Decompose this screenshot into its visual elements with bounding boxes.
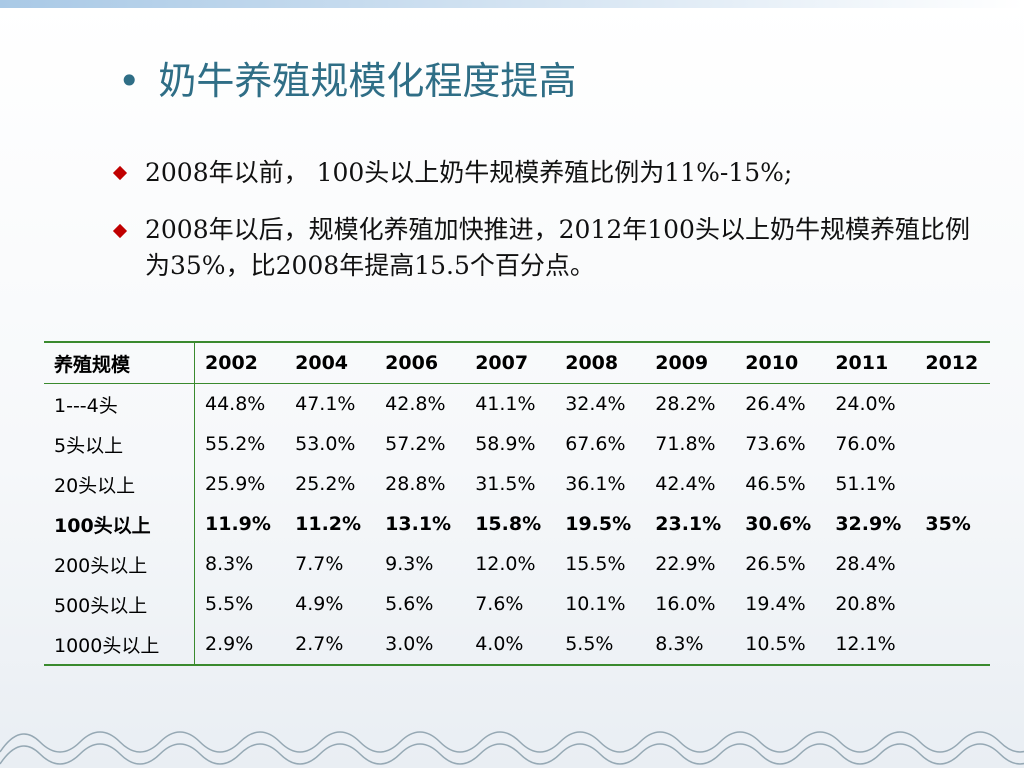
table-cell: 53.0%: [295, 433, 356, 455]
table-cell: 31.5%: [475, 473, 536, 495]
table-cell: 25.9%: [205, 473, 266, 495]
table-cell: 200头以上: [44, 544, 195, 584]
table-cell: 28.8%: [385, 473, 446, 495]
table-cell: 8.3%: [645, 624, 736, 666]
bullet-marker: [112, 165, 128, 181]
table-cell: 2012: [915, 341, 990, 384]
table-cell: 28.4%: [835, 553, 896, 575]
table-cell: 23.1%: [655, 513, 722, 535]
table-cell: 5.5%: [555, 624, 646, 666]
bullet-text: 2008年以后，规模化养殖加快推进，2012年100头以上奶牛规模养殖比例为35…: [145, 215, 970, 280]
table-cell: 51.1%: [835, 473, 896, 495]
table-cell: 5.6%: [385, 593, 434, 615]
table-row: 5头以上 55.2% 53.0% 57.2% 58.9% 67.6% 71.8% 73.6% 7…: [44, 424, 990, 464]
table-cell: 20.8%: [835, 593, 896, 615]
table-cell: 9.3%: [385, 553, 434, 575]
table-cell: [915, 464, 990, 504]
table-cell: 22.9%: [655, 553, 716, 575]
table-cell: 4.0%: [465, 624, 556, 666]
table-cell: [915, 424, 990, 464]
table-cell: 71.8%: [655, 433, 716, 455]
table-cell: 2004: [285, 341, 376, 384]
table-cell: [915, 584, 990, 624]
table-cell: 26.5%: [745, 553, 806, 575]
table-cell: 7.6%: [475, 593, 524, 615]
table-cell: 2002: [194, 341, 286, 384]
table-cell: 76.0%: [835, 433, 896, 455]
table-cell: 1000头以上: [44, 624, 195, 666]
table-cell: 10.5%: [735, 624, 826, 666]
table-cell: 26.4%: [745, 393, 806, 415]
table-cell: 19.5%: [565, 513, 632, 535]
table-cell: 35%: [925, 513, 971, 535]
table-cell: 32.4%: [565, 393, 626, 415]
table-cell: 28.2%: [655, 393, 716, 415]
table-row: 20头以上 25.9% 25.2% 28.8% 31.5% 36.1% 42.4% 46.5%…: [44, 464, 990, 504]
table-cell: 2011: [825, 341, 916, 384]
table-cell: 11.2%: [295, 513, 362, 535]
table-cell: 4.9%: [295, 593, 344, 615]
table-cell: 73.6%: [745, 433, 806, 455]
table-cell: 20头以上: [44, 464, 195, 504]
title-text: 奶牛养殖规模化程度提高: [158, 59, 577, 103]
table-cell: 5.5%: [205, 593, 254, 615]
table-cell: 12.0%: [475, 553, 536, 575]
table-cell: 16.0%: [655, 593, 716, 615]
table-cell: 500头以上: [44, 584, 195, 624]
table-cell: 32.9%: [835, 513, 902, 535]
table-row: 1---4头 44.8% 47.1% 42.8% 41.1% 32.4% 28.2% 26.4…: [44, 383, 990, 425]
table-cell: 2.7%: [285, 624, 376, 666]
table-row: 100头以上 11.9% 11.2% 13.1% 15.8% 19.5% 23.1% 30.6…: [44, 504, 990, 544]
bullet-text: 2008年以前， 100头以上奶牛规模养殖比例为11%-15%;: [145, 158, 793, 187]
table-cell: 58.9%: [475, 433, 536, 455]
table-cell: 25.2%: [295, 473, 356, 495]
table-cell: 19.4%: [745, 593, 806, 615]
table-cell: 46.5%: [745, 473, 806, 495]
table-cell: 3.0%: [375, 624, 466, 666]
table-cell: 10.1%: [565, 593, 626, 615]
table-cell: 11.9%: [205, 513, 271, 535]
table-cell: 7.7%: [295, 553, 344, 575]
table-cell: [915, 384, 990, 425]
data-table: 养殖规模 2002 2004 2006 2007 2008 2009 2010 2011 2012…: [44, 341, 990, 666]
table-cell: 44.8%: [205, 393, 266, 415]
table-cell: 57.2%: [385, 433, 446, 455]
table-row: 200头以上 8.3% 7.7% 9.3% 12.0% 15.5% 22.9% 26.5% 28…: [44, 544, 990, 584]
bullet-marker: [112, 223, 128, 239]
table-cell: 2008: [555, 341, 646, 384]
table-cell: 100头以上: [44, 504, 195, 544]
table-row: 养殖规模 2002 2004 2006 2007 2008 2009 2010 2011 2012: [44, 341, 990, 384]
table-cell: 36.1%: [565, 473, 626, 495]
table-cell: 2006: [375, 341, 466, 384]
table-cell: 养殖规模: [44, 341, 195, 384]
table-cell: 1---4头: [44, 383, 195, 424]
table-cell: [915, 544, 990, 584]
table-cell: 2009: [645, 341, 736, 384]
table-cell: 2.9%: [194, 624, 286, 666]
top-bar: [0, 0, 1024, 8]
table-cell: 2007: [465, 341, 556, 384]
title: • 奶牛养殖规模化程度提高: [118, 59, 577, 103]
table-cell: 2010: [735, 341, 826, 384]
table-cell: 55.2%: [205, 433, 266, 455]
table-row: 1000头以上 2.9% 2.7% 3.0% 4.0% 5.5% 8.3% 10.5% 12.1…: [44, 624, 990, 666]
table-cell: 47.1%: [295, 393, 356, 415]
table-cell: 12.1%: [825, 624, 916, 666]
wave-decoration: [0, 731, 1024, 765]
table-cell: 67.6%: [565, 433, 626, 455]
table-cell: 15.5%: [565, 553, 626, 575]
table-cell: 5头以上: [44, 424, 195, 464]
table-cell: [915, 624, 990, 666]
table-cell: 42.8%: [385, 393, 446, 415]
table-cell: 42.4%: [655, 473, 716, 495]
table-cell: 24.0%: [835, 393, 896, 415]
table-cell: 30.6%: [745, 513, 812, 535]
table-cell: 15.8%: [475, 513, 542, 535]
table-cell: 41.1%: [475, 393, 536, 415]
table-cell: 8.3%: [205, 553, 254, 575]
table-cell: 13.1%: [385, 513, 452, 535]
table-row: 500头以上 5.5% 4.9% 5.6% 7.6% 10.1% 16.0% 19.4% 20.…: [44, 584, 990, 624]
